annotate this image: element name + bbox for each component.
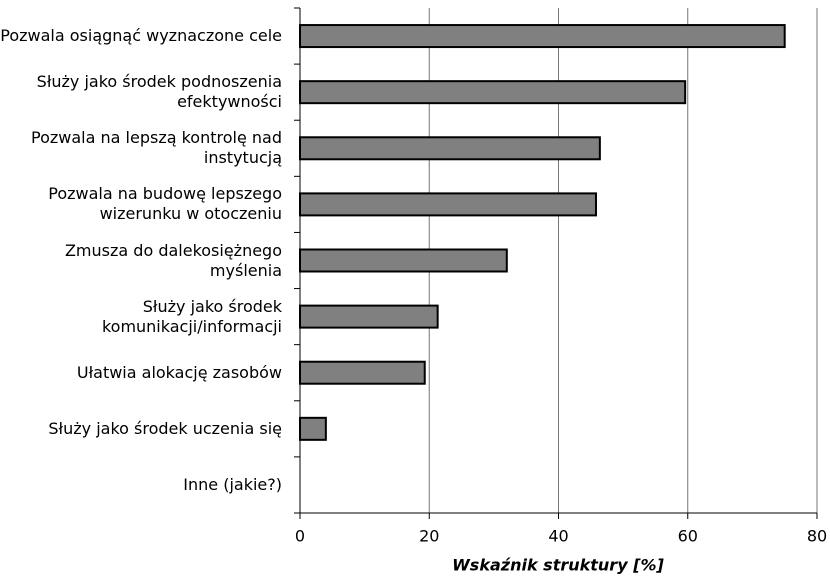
y-tick-label: Służy jako środek podnoszenia efektywnoś… bbox=[36, 72, 282, 112]
y-tick-label: Pozwala osiągnąć wyznaczone cele bbox=[0, 26, 282, 46]
y-tick-label: Ułatwia alokację zasobów bbox=[76, 362, 282, 382]
bar bbox=[299, 248, 508, 273]
y-tick-label: Pozwala na budowę lepszego wizerunku w o… bbox=[48, 184, 282, 224]
x-tick-label: 0 bbox=[295, 527, 305, 546]
bar bbox=[299, 304, 439, 329]
y-tick-label: Służy jako środek uczenia się bbox=[48, 418, 282, 438]
x-tick-label: 40 bbox=[548, 527, 568, 546]
bar bbox=[299, 360, 426, 385]
x-tick-label: 80 bbox=[807, 527, 827, 546]
bar bbox=[299, 136, 601, 161]
y-tick-label: Pozwala na lepszą kontrolę nad instytucj… bbox=[31, 128, 282, 168]
bar bbox=[299, 24, 786, 49]
y-tick-label: Służy jako środek komunikacji/informacji bbox=[101, 296, 282, 336]
x-tick-label: 60 bbox=[678, 527, 698, 546]
bar bbox=[299, 416, 327, 441]
y-tick-label: Zmusza do dalekosiężnego myślenia bbox=[64, 240, 282, 280]
bar bbox=[299, 192, 597, 217]
x-axis-title: Wskaźnik struktury [%] bbox=[452, 556, 664, 575]
y-tick-label: Inne (jakie?) bbox=[183, 474, 282, 494]
x-tick-label: 20 bbox=[419, 527, 439, 546]
bar bbox=[299, 80, 687, 105]
